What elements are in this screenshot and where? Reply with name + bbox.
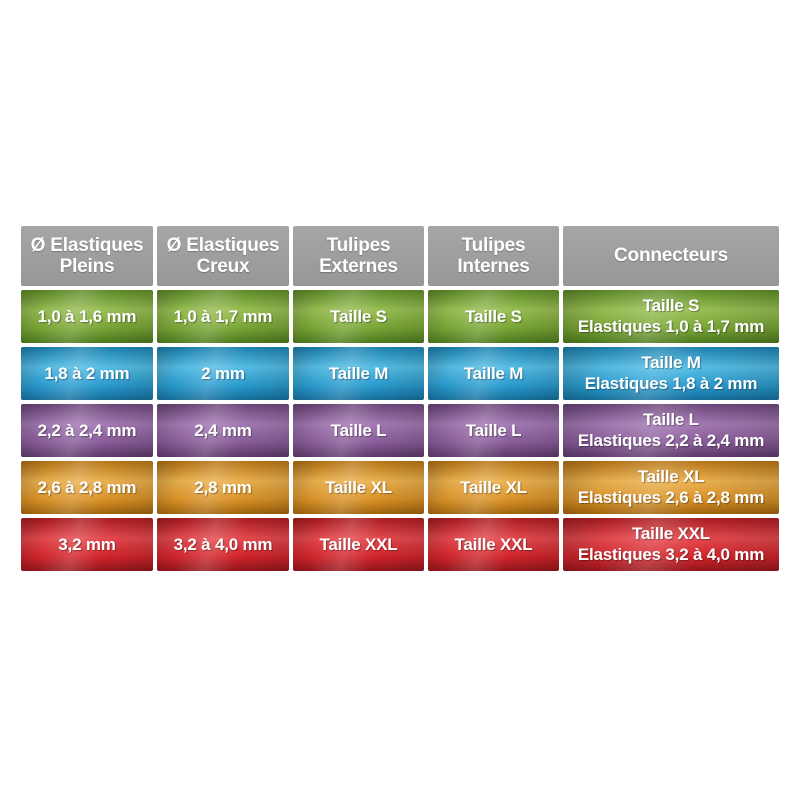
header-cell-tulipes-internes: Tulipes Internes [428, 226, 559, 286]
tulipes-internes-cell: Taille XL [428, 461, 559, 514]
connecteurs-cell: Taille XXL Elastiques 3,2 à 4,0 mm [563, 518, 779, 571]
connector-size-label: Taille M [641, 353, 701, 373]
tulipes-externes-cell: Taille S [293, 290, 424, 343]
header-cell-elastiques-pleins: Ø Elastiques Pleins [21, 226, 153, 286]
connector-elastiques-label: Elastiques 3,2 à 4,0 mm [577, 544, 765, 564]
elastiques-pleins-cell: 3,2 mm [21, 518, 153, 571]
connector-elastiques-label: Elastiques 2,6 à 2,8 mm [577, 487, 765, 507]
connector-size-label: Taille XXL [632, 524, 710, 544]
table-row-taille-l: 2,2 à 2,4 mm 2,4 mm Taille L Taille L Ta… [21, 404, 779, 457]
elastiques-pleins-cell: 2,2 à 2,4 mm [21, 404, 153, 457]
connector-elastiques-label: Elastiques 2,2 à 2,4 mm [577, 430, 765, 450]
connecteurs-cell: Taille XL Elastiques 2,6 à 2,8 mm [563, 461, 779, 514]
tulipes-externes-cell: Taille XL [293, 461, 424, 514]
header-cell-elastiques-creux: Ø Elastiques Creux [157, 226, 289, 286]
table-row-taille-m: 1,8 à 2 mm 2 mm Taille M Taille M Taille… [21, 347, 779, 400]
tulipes-internes-cell: Taille XXL [428, 518, 559, 571]
connecteurs-cell: Taille S Elastiques 1,0 à 1,7 mm [563, 290, 779, 343]
elastiques-creux-cell: 2,4 mm [157, 404, 289, 457]
connector-size-label: Taille S [642, 296, 700, 316]
header-cell-connecteurs: Connecteurs [563, 226, 779, 286]
connector-size-label: Taille XL [637, 467, 705, 487]
tulipes-internes-cell: Taille S [428, 290, 559, 343]
elastiques-creux-cell: 2,8 mm [157, 461, 289, 514]
table-row-taille-s: 1,0 à 1,6 mm 1,0 à 1,7 mm Taille S Taill… [21, 290, 779, 343]
header-cell-tulipes-externes: Tulipes Externes [293, 226, 424, 286]
connector-size-label: Taille L [643, 410, 699, 430]
elastiques-pleins-cell: 1,8 à 2 mm [21, 347, 153, 400]
table-row-taille-xl: 2,6 à 2,8 mm 2,8 mm Taille XL Taille XL … [21, 461, 779, 514]
connector-elastiques-label: Elastiques 1,8 à 2 mm [584, 373, 758, 393]
connector-elastiques-label: Elastiques 1,0 à 1,7 mm [577, 316, 765, 336]
elastiques-creux-cell: 1,0 à 1,7 mm [157, 290, 289, 343]
tulipes-externes-cell: Taille XXL [293, 518, 424, 571]
tulipes-externes-cell: Taille L [293, 404, 424, 457]
tulipes-externes-cell: Taille M [293, 347, 424, 400]
tulipes-internes-cell: Taille L [428, 404, 559, 457]
table-row-taille-xxl: 3,2 mm 3,2 à 4,0 mm Taille XXL Taille XX… [21, 518, 779, 571]
elastiques-pleins-cell: 2,6 à 2,8 mm [21, 461, 153, 514]
table-header-row: Ø Elastiques Pleins Ø Elastiques Creux T… [21, 226, 779, 286]
elastiques-creux-cell: 3,2 à 4,0 mm [157, 518, 289, 571]
connecteurs-cell: Taille M Elastiques 1,8 à 2 mm [563, 347, 779, 400]
elastiques-pleins-cell: 1,0 à 1,6 mm [21, 290, 153, 343]
connecteurs-cell: Taille L Elastiques 2,2 à 2,4 mm [563, 404, 779, 457]
tulipes-internes-cell: Taille M [428, 347, 559, 400]
elastiques-creux-cell: 2 mm [157, 347, 289, 400]
size-chart-table: Ø Elastiques Pleins Ø Elastiques Creux T… [21, 226, 779, 575]
